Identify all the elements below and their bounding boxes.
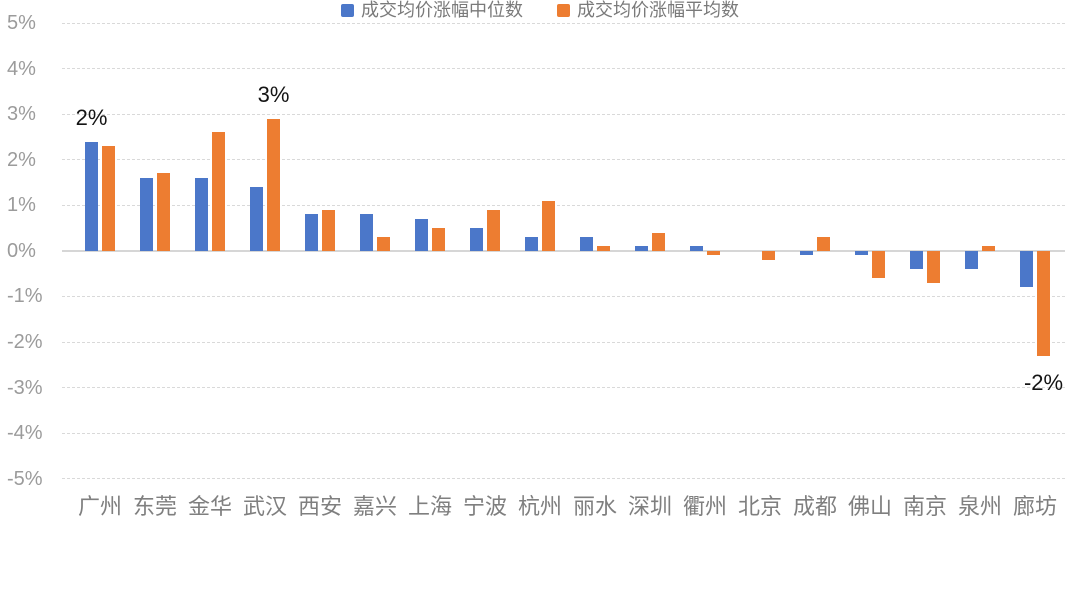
bar-average-2 [212,132,225,251]
chart-legend: 成交均价涨幅中位数 成交均价涨幅平均数 [0,0,1080,20]
x-category-label-11: 衢州 [682,494,727,519]
y-tick-label: -5% [7,467,43,490]
zero-axis-line [62,249,1065,252]
gridline [62,68,1065,70]
x-category-label-5: 嘉兴 [352,494,397,519]
bar-median-9 [580,237,593,251]
bar-median-1 [140,177,153,251]
legend-label-average: 成交均价涨幅平均数 [577,0,739,20]
bar-median-2 [195,177,208,251]
gridline [62,295,1065,297]
data-label-annotation: 2% [75,104,108,130]
y-tick-label: 1% [7,194,36,217]
gridline [62,432,1065,434]
x-category-label-2: 金华 [187,494,232,519]
x-category-label-0: 广州 [77,494,122,519]
bar-average-12 [762,250,775,260]
bar-average-15 [927,250,940,283]
y-tick-label: 3% [7,103,36,126]
y-tick-label: 0% [7,239,36,262]
bar-median-5 [360,214,373,251]
gridline [62,387,1065,389]
x-category-label-7: 宁波 [462,494,507,519]
bar-average-16 [982,246,995,251]
bar-average-13 [817,237,830,251]
bar-average-8 [542,200,555,251]
legend-item-median: 成交均价涨幅中位数 [341,0,523,20]
bar-average-3 [267,118,280,251]
y-tick-label: 2% [7,148,36,171]
x-category-label-16: 泉州 [957,494,1002,519]
bar-median-16 [965,250,978,270]
bar-average-6 [432,228,445,251]
data-label-annotation: 3% [257,81,290,107]
x-category-label-1: 东莞 [132,494,177,519]
gridline [62,341,1065,343]
bar-median-7 [470,228,483,251]
y-tick-label: -1% [7,285,43,308]
x-category-label-4: 西安 [297,494,342,519]
legend-swatch-median [341,3,354,17]
bar-average-0 [102,146,115,251]
x-category-label-17: 廊坊 [1012,494,1057,519]
bar-median-8 [525,237,538,251]
bar-average-17 [1037,250,1050,356]
gridline [62,159,1065,161]
bar-median-13 [800,250,813,256]
bar-median-14 [855,250,868,256]
bar-median-11 [690,246,703,251]
bar-median-3 [250,187,263,251]
y-tick-label: 5% [7,12,36,35]
bar-average-14 [872,250,885,279]
bar-average-10 [652,232,665,251]
data-label-annotation: -2% [1023,369,1064,395]
bar-median-15 [910,250,923,270]
bar-average-9 [597,246,610,251]
y-tick-label: -4% [7,422,43,445]
x-category-label-6: 上海 [407,494,452,519]
x-category-label-13: 成都 [792,494,837,519]
x-category-label-14: 佛山 [847,494,892,519]
bar-median-6 [415,219,428,251]
bar-average-11 [707,250,720,256]
x-category-label-9: 丽水 [572,494,617,519]
bar-average-1 [157,173,170,251]
gridline [62,113,1065,115]
gridline [62,22,1065,24]
x-category-label-15: 南京 [902,494,947,519]
bar-average-4 [322,209,335,251]
gridline [62,478,1065,480]
x-category-label-10: 深圳 [627,494,672,519]
bar-average-5 [377,237,390,251]
bar-median-17 [1020,250,1033,288]
gridline [62,204,1065,206]
y-tick-label: -3% [7,376,43,399]
x-category-label-3: 武汉 [242,494,287,519]
bar-average-7 [487,209,500,251]
x-category-label-12: 北京 [737,494,782,519]
bar-median-0 [85,141,98,251]
x-category-label-8: 杭州 [517,494,562,519]
y-tick-label: 4% [7,57,36,80]
legend-swatch-average [557,3,570,17]
bar-median-10 [635,246,648,251]
legend-label-median: 成交均价涨幅中位数 [361,0,523,20]
legend-item-average: 成交均价涨幅平均数 [557,0,739,20]
bar-median-4 [305,214,318,251]
y-tick-label: -2% [7,331,43,354]
